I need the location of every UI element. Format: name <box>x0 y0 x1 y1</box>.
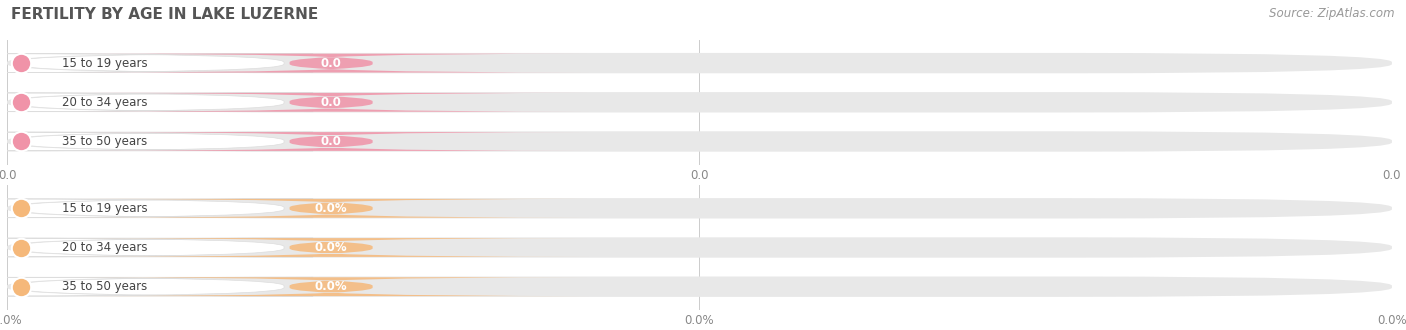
Text: 0.0: 0.0 <box>321 57 342 70</box>
FancyBboxPatch shape <box>0 132 314 151</box>
FancyBboxPatch shape <box>0 277 314 296</box>
FancyBboxPatch shape <box>0 54 314 73</box>
FancyBboxPatch shape <box>7 53 1392 73</box>
Text: 0.0: 0.0 <box>321 96 342 109</box>
FancyBboxPatch shape <box>73 277 589 296</box>
FancyBboxPatch shape <box>73 132 589 151</box>
Text: 0.0%: 0.0% <box>315 280 347 293</box>
Text: 0.0%: 0.0% <box>315 202 347 215</box>
Text: FERTILITY BY AGE IN LAKE LUZERNE: FERTILITY BY AGE IN LAKE LUZERNE <box>11 7 319 21</box>
FancyBboxPatch shape <box>73 93 589 112</box>
FancyBboxPatch shape <box>0 93 314 112</box>
Text: 15 to 19 years: 15 to 19 years <box>62 202 148 215</box>
Text: Source: ZipAtlas.com: Source: ZipAtlas.com <box>1270 7 1395 19</box>
FancyBboxPatch shape <box>0 238 314 257</box>
Text: 20 to 34 years: 20 to 34 years <box>62 96 148 109</box>
FancyBboxPatch shape <box>7 92 1392 113</box>
Text: 15 to 19 years: 15 to 19 years <box>62 57 148 70</box>
FancyBboxPatch shape <box>0 199 314 218</box>
Text: 0.0: 0.0 <box>321 135 342 148</box>
FancyBboxPatch shape <box>7 131 1392 152</box>
Text: 0.0%: 0.0% <box>315 241 347 254</box>
FancyBboxPatch shape <box>7 237 1392 258</box>
Text: 20 to 34 years: 20 to 34 years <box>62 241 148 254</box>
FancyBboxPatch shape <box>7 277 1392 297</box>
FancyBboxPatch shape <box>73 54 589 73</box>
FancyBboxPatch shape <box>7 198 1392 218</box>
Text: 35 to 50 years: 35 to 50 years <box>62 280 148 293</box>
FancyBboxPatch shape <box>73 238 589 257</box>
Text: 35 to 50 years: 35 to 50 years <box>62 135 148 148</box>
FancyBboxPatch shape <box>73 199 589 218</box>
